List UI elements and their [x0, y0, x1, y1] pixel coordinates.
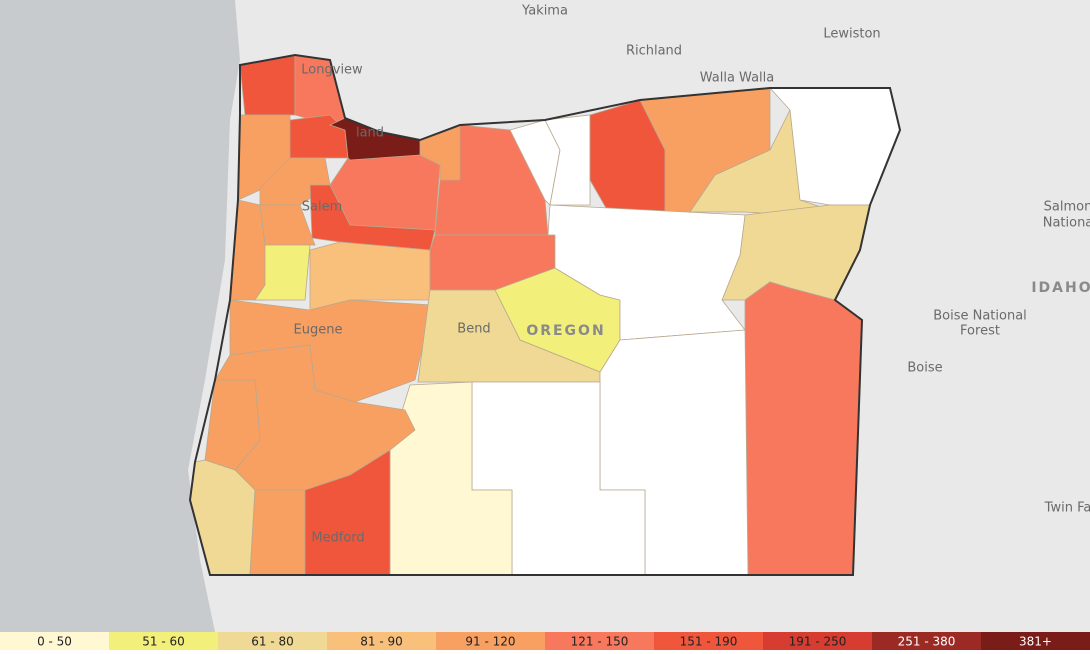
state-outline	[188, 53, 902, 576]
place-label: Boise	[907, 361, 942, 376]
place-label: land	[356, 126, 384, 141]
counties	[188, 53, 902, 576]
legend-label: 51 - 60	[142, 635, 185, 649]
legend-label: 61 - 80	[251, 635, 294, 649]
place-label: Longview	[301, 63, 363, 78]
place-label: Forest	[960, 324, 1000, 339]
legend-swatch	[545, 632, 654, 650]
place-label: Lewiston	[823, 27, 880, 42]
legend-swatch	[327, 632, 436, 650]
place-label: Boise National	[933, 309, 1027, 324]
legend-label: 251 - 380	[898, 635, 956, 649]
place-label: Walla Walla	[700, 71, 775, 86]
legend-label: 81 - 90	[360, 635, 403, 649]
county	[547, 204, 746, 341]
place-label: Salmon	[1044, 200, 1090, 215]
legend-swatch	[436, 632, 545, 650]
county	[254, 244, 311, 301]
ocean	[0, 0, 240, 632]
place-label: Bend	[457, 322, 490, 337]
place-label: Eugene	[294, 323, 343, 338]
county	[309, 241, 431, 311]
county	[249, 489, 306, 576]
legend-swatch	[218, 632, 327, 650]
legend-label: 191 - 250	[789, 635, 847, 649]
place-label: Twin Fa	[1044, 501, 1090, 516]
place-label: Nationa	[1043, 216, 1090, 231]
legend-swatch	[981, 632, 1090, 650]
county	[204, 379, 261, 471]
legend-label: 0 - 50	[37, 635, 72, 649]
county	[544, 114, 591, 206]
legend-swatch	[763, 632, 872, 650]
place-label: Yakima	[521, 4, 568, 19]
place-label: Medford	[311, 531, 364, 546]
county	[304, 449, 391, 576]
county	[309, 184, 436, 251]
legend-swatch	[109, 632, 218, 650]
legend-label: 381+	[1019, 635, 1052, 649]
legend-swatch	[654, 632, 763, 650]
place-label: IDAHO	[1031, 280, 1090, 296]
legend: 0 - 50 51 - 60 61 - 80 81 - 90 91 - 120 121 -…	[0, 632, 1090, 650]
place-label: OREGON	[526, 323, 605, 339]
legend-label: 151 - 190	[680, 635, 738, 649]
legend-label: 121 - 150	[571, 635, 629, 649]
legend-swatch	[0, 632, 109, 650]
place-label: Salem	[302, 200, 343, 215]
place-label: Richland	[626, 44, 682, 59]
county	[744, 281, 863, 576]
legend-swatch	[872, 632, 981, 650]
legend-label: 91 - 120	[465, 635, 515, 649]
